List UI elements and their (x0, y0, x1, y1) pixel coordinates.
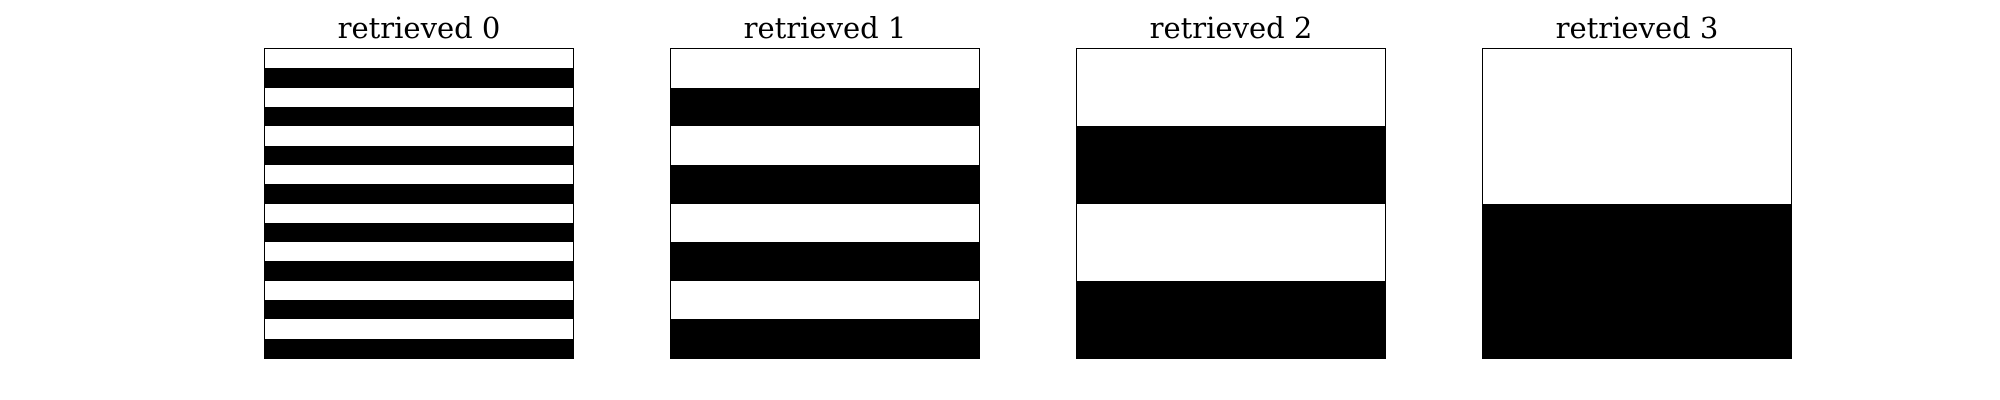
white-stripe (1077, 49, 1385, 126)
black-stripe (1077, 281, 1385, 358)
panel-retrieved-1: retrieved 1 (670, 0, 980, 400)
black-stripe (671, 319, 979, 358)
white-stripe (265, 204, 573, 223)
black-stripe (265, 339, 573, 358)
white-stripe (1077, 204, 1385, 281)
white-stripe (671, 126, 979, 165)
black-stripe (265, 107, 573, 126)
white-stripe (265, 88, 573, 107)
panel-retrieved-2: retrieved 2 (1076, 0, 1386, 400)
panel-title: retrieved 1 (743, 11, 907, 45)
black-stripe (265, 223, 573, 242)
white-stripe (1483, 49, 1791, 204)
white-stripe (671, 204, 979, 242)
stripe-pattern-box (1076, 48, 1386, 359)
panel-title: retrieved 3 (1555, 11, 1719, 45)
black-stripe (1077, 126, 1385, 204)
black-stripe (671, 88, 979, 126)
stripe-pattern-box (1482, 48, 1792, 359)
white-stripe (265, 49, 573, 68)
black-stripe (265, 261, 573, 281)
stripe-pattern-box (670, 48, 980, 359)
black-stripe (265, 68, 573, 88)
white-stripe (671, 49, 979, 88)
white-stripe (671, 281, 979, 319)
black-stripe (265, 146, 573, 165)
white-stripe (265, 281, 573, 300)
black-stripe (1483, 204, 1791, 358)
panel-retrieved-3: retrieved 3 (1482, 0, 1792, 400)
black-stripe (671, 242, 979, 281)
white-stripe (265, 165, 573, 184)
white-stripe (265, 319, 573, 339)
black-stripe (265, 300, 573, 319)
panel-title: retrieved 2 (1149, 11, 1313, 45)
panel-retrieved-0: retrieved 0 (264, 0, 574, 400)
black-stripe (265, 184, 573, 204)
black-stripe (671, 165, 979, 204)
panel-title: retrieved 0 (337, 11, 501, 45)
white-stripe (265, 126, 573, 146)
white-stripe (265, 242, 573, 261)
stripe-pattern-box (264, 48, 574, 359)
